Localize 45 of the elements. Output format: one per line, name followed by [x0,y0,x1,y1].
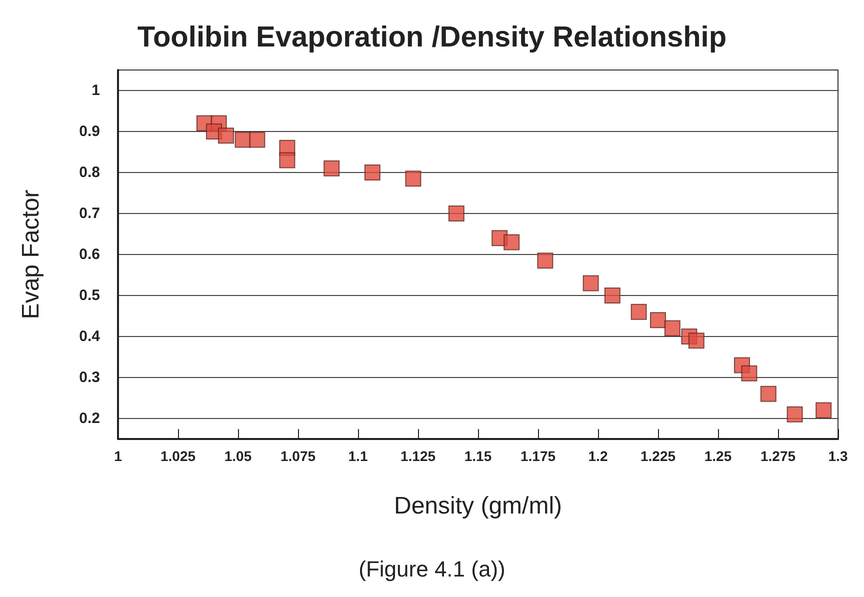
x-tick-label: 1.175 [520,448,556,464]
point [816,402,832,418]
x-tick-label: 1 [114,448,122,464]
chart-title: Toolibin Evaporation /Density Relationship [137,22,727,54]
x-axis-title: Density (gm/ml) [394,492,562,520]
point [324,160,340,176]
point [448,206,464,222]
x-tick-label: 1.1 [348,448,368,464]
y-tick-label: 0.2 [79,410,100,427]
y-tick-label: 0.6 [79,246,100,263]
y-tick-label: 0.4 [79,328,101,345]
x-tick-label: 1.025 [160,448,196,464]
point [364,164,380,180]
y-tick-label: 0.7 [79,205,100,222]
point [650,312,666,328]
y-tick-label: 0.8 [79,164,100,181]
point [249,132,266,148]
y-tick-label: 0.5 [79,287,100,304]
x-tick-label: 1.2 [588,448,608,464]
point [405,170,422,187]
point [688,332,704,349]
x-tick-label: 1.225 [640,448,676,464]
point [664,320,680,336]
x-tick-label: 1.05 [224,448,252,464]
point [786,406,803,422]
x-tick-label: 1.275 [760,448,796,464]
y-tick-label: 0.9 [79,123,100,140]
point [760,386,776,402]
x-tick-label: 1.3 [828,448,848,464]
point [582,275,599,292]
x-tick-label: 1.25 [704,448,732,464]
y-tick-label: 0.3 [79,369,100,386]
point [630,304,647,320]
x-tick-label: 1.15 [464,448,492,464]
point [604,288,620,304]
point [504,234,520,250]
x-tick-label: 1.125 [400,448,436,464]
point [537,252,554,269]
x-tick-label: 1.075 [280,448,316,464]
point [741,365,758,382]
y-tick-label: 1 [92,82,100,99]
y-axis-title: Evap Factor [18,190,44,320]
text: (Figure 4.1 (a)) [358,556,506,582]
point [279,152,296,168]
point [218,128,234,144]
